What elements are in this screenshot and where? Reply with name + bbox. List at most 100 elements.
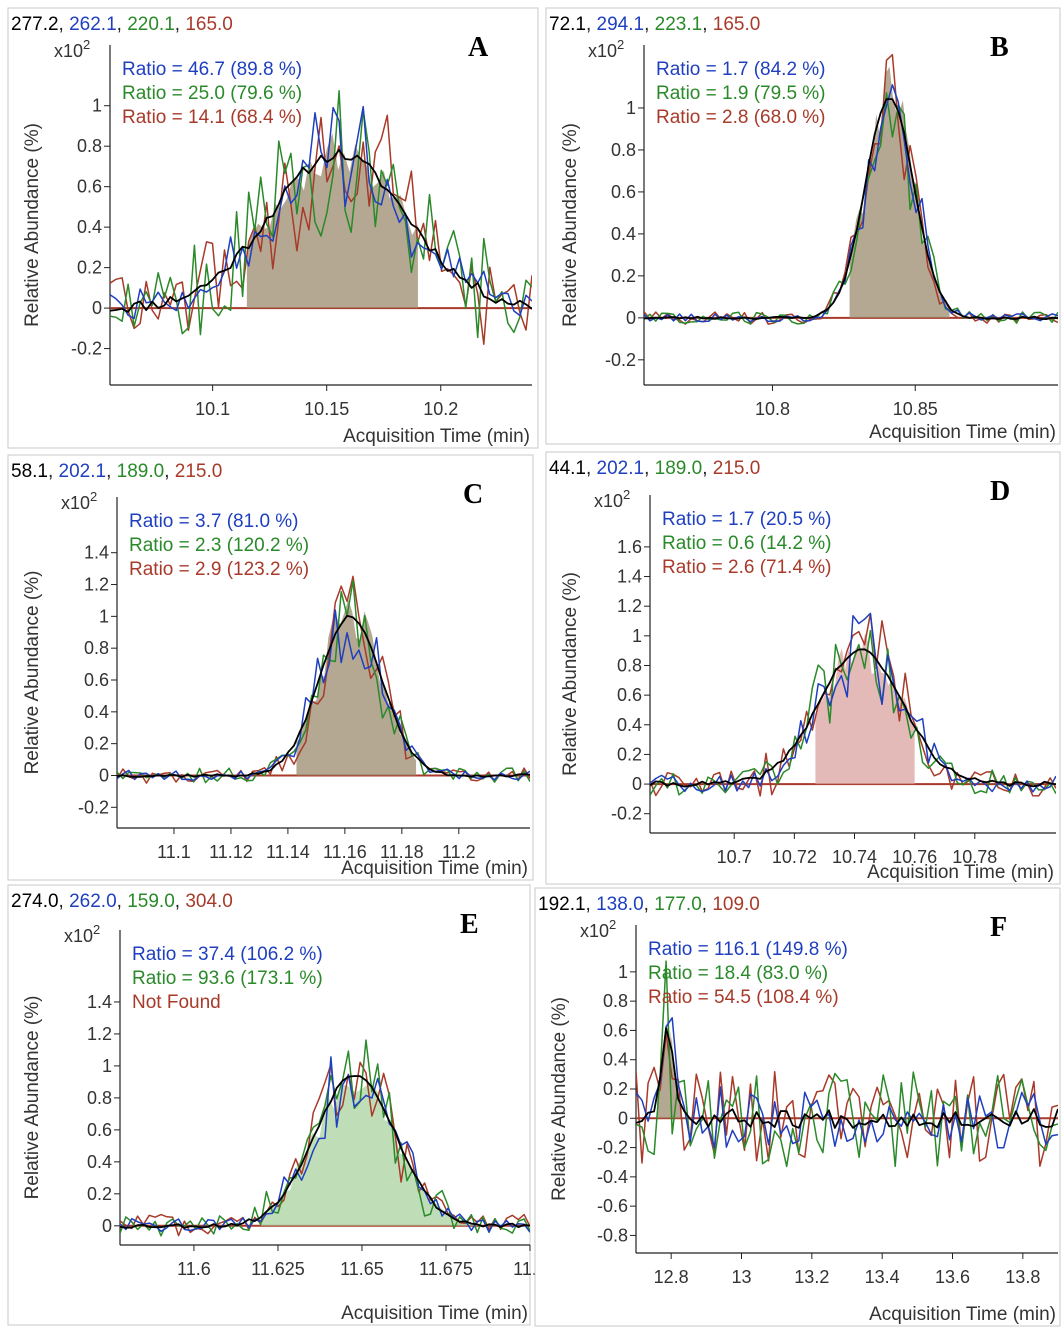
ratio-annotation: Ratio = 116.1 (149.8 %) xyxy=(648,939,848,960)
x-tick-label: 11.1 xyxy=(157,842,191,862)
y-axis-label: Relative Abundance (%) xyxy=(560,123,581,327)
multiplier-base: x10 xyxy=(580,921,609,941)
ion-separator: , xyxy=(644,14,655,35)
y-tick-label: 0.2 xyxy=(77,258,102,278)
y-tick-label: 1 xyxy=(102,1056,112,1076)
x-tick-label: 10.8 xyxy=(755,399,790,419)
x-axis-label: Acquisition Time (min) xyxy=(343,426,530,447)
ion-trace xyxy=(650,648,1056,788)
ion-mz: 277.2 xyxy=(11,14,59,35)
ion-list: 274.0, 262.0, 159.0, 304.0 xyxy=(11,891,233,912)
panel-frame xyxy=(7,454,534,881)
y-axis-label: Relative Abundance (%) xyxy=(560,572,581,776)
ion-mz: 138.0 xyxy=(596,894,644,915)
ion-mz: 192.1 xyxy=(538,894,586,915)
y-tick-label: 0 xyxy=(632,774,642,794)
ion-separator: , xyxy=(586,14,597,35)
y-tick-label: 0.6 xyxy=(611,182,636,202)
ratio-annotation: Ratio = 2.8 (68.0 %) xyxy=(656,107,826,128)
ion-mz: 304.0 xyxy=(185,891,233,912)
y-axis-label: Relative Abundance (%) xyxy=(22,571,43,775)
y-tick-label: 0 xyxy=(618,1108,628,1128)
panel-label: E xyxy=(460,909,479,940)
y-axis-multiplier: x102 xyxy=(594,487,630,511)
ratio-annotation: Ratio = 1.7 (84.2 %) xyxy=(656,59,826,80)
panel-label: F xyxy=(990,912,1007,943)
y-tick-label: -0.2 xyxy=(597,1138,628,1158)
y-tick-label: 0.8 xyxy=(617,655,642,675)
ion-trace xyxy=(120,1075,530,1229)
ion-separator: , xyxy=(702,894,713,915)
ion-mz: 189.0 xyxy=(117,461,165,482)
ion-list: 72.1, 294.1, 223.1, 165.0 xyxy=(549,14,760,35)
x-axis-label: Acquisition Time (min) xyxy=(869,422,1056,443)
ion-trace xyxy=(636,960,1058,1168)
y-tick-label: 0.8 xyxy=(84,638,109,658)
ion-trace xyxy=(650,612,1056,797)
chart-panel-f: 192.1, 138.0, 177.0, 109.0 F Relative Abun… xyxy=(534,887,1061,1327)
plot-area xyxy=(110,90,532,345)
x-tick-label: 11.12 xyxy=(209,842,253,862)
y-tick-label: 0.8 xyxy=(77,136,102,156)
ion-trace xyxy=(650,612,1056,793)
ion-trace xyxy=(120,1061,530,1237)
x-tick-label: 11.675 xyxy=(419,1259,473,1279)
y-tick-label: 0.2 xyxy=(603,1079,628,1099)
x-axis-label: Acquisition Time (min) xyxy=(341,858,528,879)
ion-trace xyxy=(120,1039,530,1237)
x-axis-label: Acquisition Time (min) xyxy=(341,1303,528,1324)
ion-list: 44.1, 202.1, 189.0, 215.0 xyxy=(549,458,760,479)
y-tick-label: 1.4 xyxy=(84,543,109,563)
multiplier-exponent: 2 xyxy=(90,489,97,504)
ratio-annotation: Ratio = 14.1 (68.4 %) xyxy=(122,107,302,128)
y-tick-label: 0.2 xyxy=(611,266,636,286)
y-tick-label: -0.8 xyxy=(597,1225,628,1245)
ion-separator: , xyxy=(175,891,186,912)
y-tick-label: 0.6 xyxy=(77,177,102,197)
y-tick-label: 0 xyxy=(102,1216,112,1236)
x-tick-label: 11.2 xyxy=(442,842,476,862)
y-tick-label: -0.2 xyxy=(78,797,109,817)
ion-mz: 159.0 xyxy=(127,891,175,912)
ion-trace xyxy=(117,614,530,778)
ion-mz: 262.0 xyxy=(69,891,117,912)
ratio-annotation: Ratio = 18.4 (83.0 %) xyxy=(648,963,828,984)
multiplier-exponent: 2 xyxy=(623,487,630,502)
ion-mz: 202.1 xyxy=(597,458,645,479)
y-axis-label: Relative Abundance (%) xyxy=(22,123,43,327)
y-tick-label: 0 xyxy=(92,298,102,318)
y-axis-multiplier: x102 xyxy=(64,922,100,946)
plot-area xyxy=(120,1039,530,1237)
x-tick-label: 12.8 xyxy=(654,1267,689,1287)
ion-separator: , xyxy=(586,894,597,915)
ion-trace xyxy=(636,1027,1058,1129)
y-tick-label: 0 xyxy=(626,308,636,328)
multiplier-exponent: 2 xyxy=(609,917,616,932)
y-tick-label: 0.2 xyxy=(617,744,642,764)
y-tick-label: 0.8 xyxy=(603,991,628,1011)
multiplier-exponent: 2 xyxy=(83,37,90,52)
y-tick-label: 0.6 xyxy=(87,1120,112,1140)
y-tick-label: -0.2 xyxy=(611,804,642,824)
x-axis-label: Acquisition Time (min) xyxy=(869,1304,1056,1325)
y-tick-label: 1.4 xyxy=(617,567,642,587)
ion-mz: 223.1 xyxy=(655,14,703,35)
ion-separator: , xyxy=(702,458,713,479)
y-tick-label: 0.8 xyxy=(611,140,636,160)
y-tick-label: 0.4 xyxy=(603,1050,628,1070)
ion-separator: , xyxy=(702,14,713,35)
chart-panel-a: 277.2, 262.1, 220.1, 165.0 A Relative Abun… xyxy=(7,7,539,449)
x-tick-label: 13.6 xyxy=(935,1267,970,1287)
x-tick-label: 10.15 xyxy=(304,399,349,419)
y-tick-label: 0.6 xyxy=(603,1020,628,1040)
y-tick-label: 0 xyxy=(99,765,109,785)
y-tick-label: 1 xyxy=(632,626,642,646)
x-tick-label: 11.18 xyxy=(380,842,424,862)
x-tick-label: 10.2 xyxy=(423,399,458,419)
ion-trace xyxy=(650,629,1056,796)
ion-mz: 72.1 xyxy=(549,14,586,35)
y-tick-label: 0.4 xyxy=(611,224,636,244)
y-tick-label: 0.4 xyxy=(84,702,109,722)
